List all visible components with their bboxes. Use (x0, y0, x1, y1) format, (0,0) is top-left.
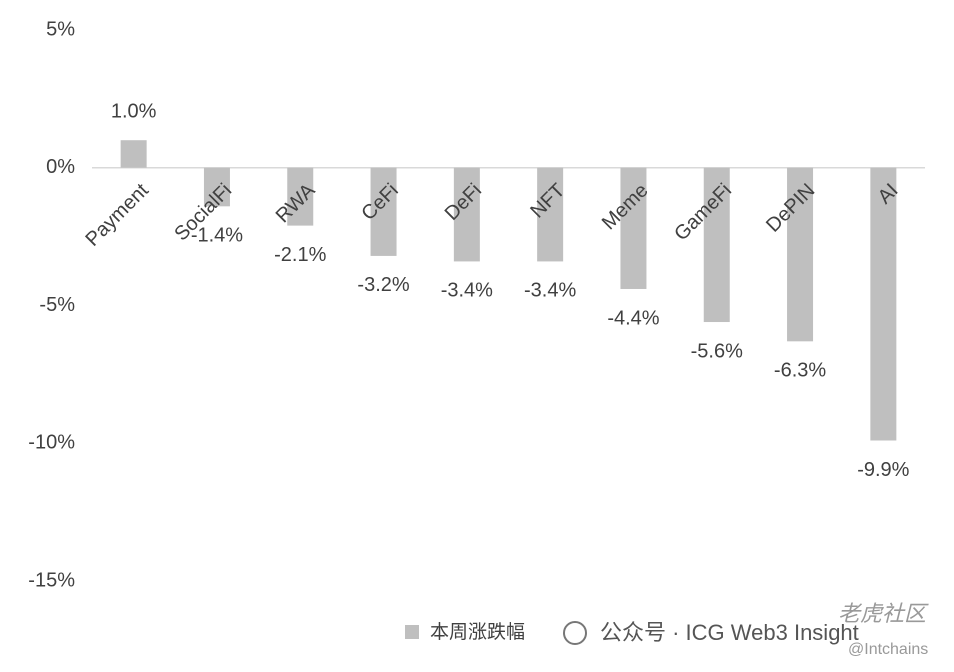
value-label: 1.0% (111, 100, 157, 122)
value-label: -9.9% (857, 459, 909, 481)
wechat-icon (563, 621, 587, 645)
y-tick-label: -10% (28, 432, 75, 454)
y-tick-label: -5% (39, 294, 75, 316)
y-tick-label: 0% (46, 156, 75, 178)
bar (620, 167, 647, 289)
bar (203, 167, 230, 207)
legend-label: 本周涨跌幅 (430, 621, 525, 643)
value-label: -4.4% (607, 307, 659, 329)
value-label: -2.1% (274, 244, 326, 266)
value-label: -3.4% (524, 280, 576, 302)
bar (120, 140, 147, 168)
value-label: -5.6% (691, 340, 743, 362)
bar (537, 167, 564, 262)
value-label: -3.4% (441, 280, 493, 302)
y-tick-label: 5% (46, 18, 75, 40)
bar (870, 167, 897, 441)
bar (787, 167, 814, 342)
bar (703, 167, 730, 323)
y-tick-label: -15% (28, 569, 75, 591)
watermark: @Intchains (848, 641, 928, 658)
value-label: -1.4% (191, 225, 243, 247)
bar (453, 167, 480, 262)
watermark: 公众号 · ICG Web3 Insight (600, 620, 859, 645)
bar (370, 167, 397, 256)
value-label: -3.2% (357, 274, 409, 296)
legend-swatch (405, 625, 419, 639)
bar (287, 167, 314, 226)
watermark: 老虎社区 (838, 601, 929, 626)
x-tick-label: Payment (82, 179, 154, 251)
value-label: -6.3% (774, 360, 826, 382)
